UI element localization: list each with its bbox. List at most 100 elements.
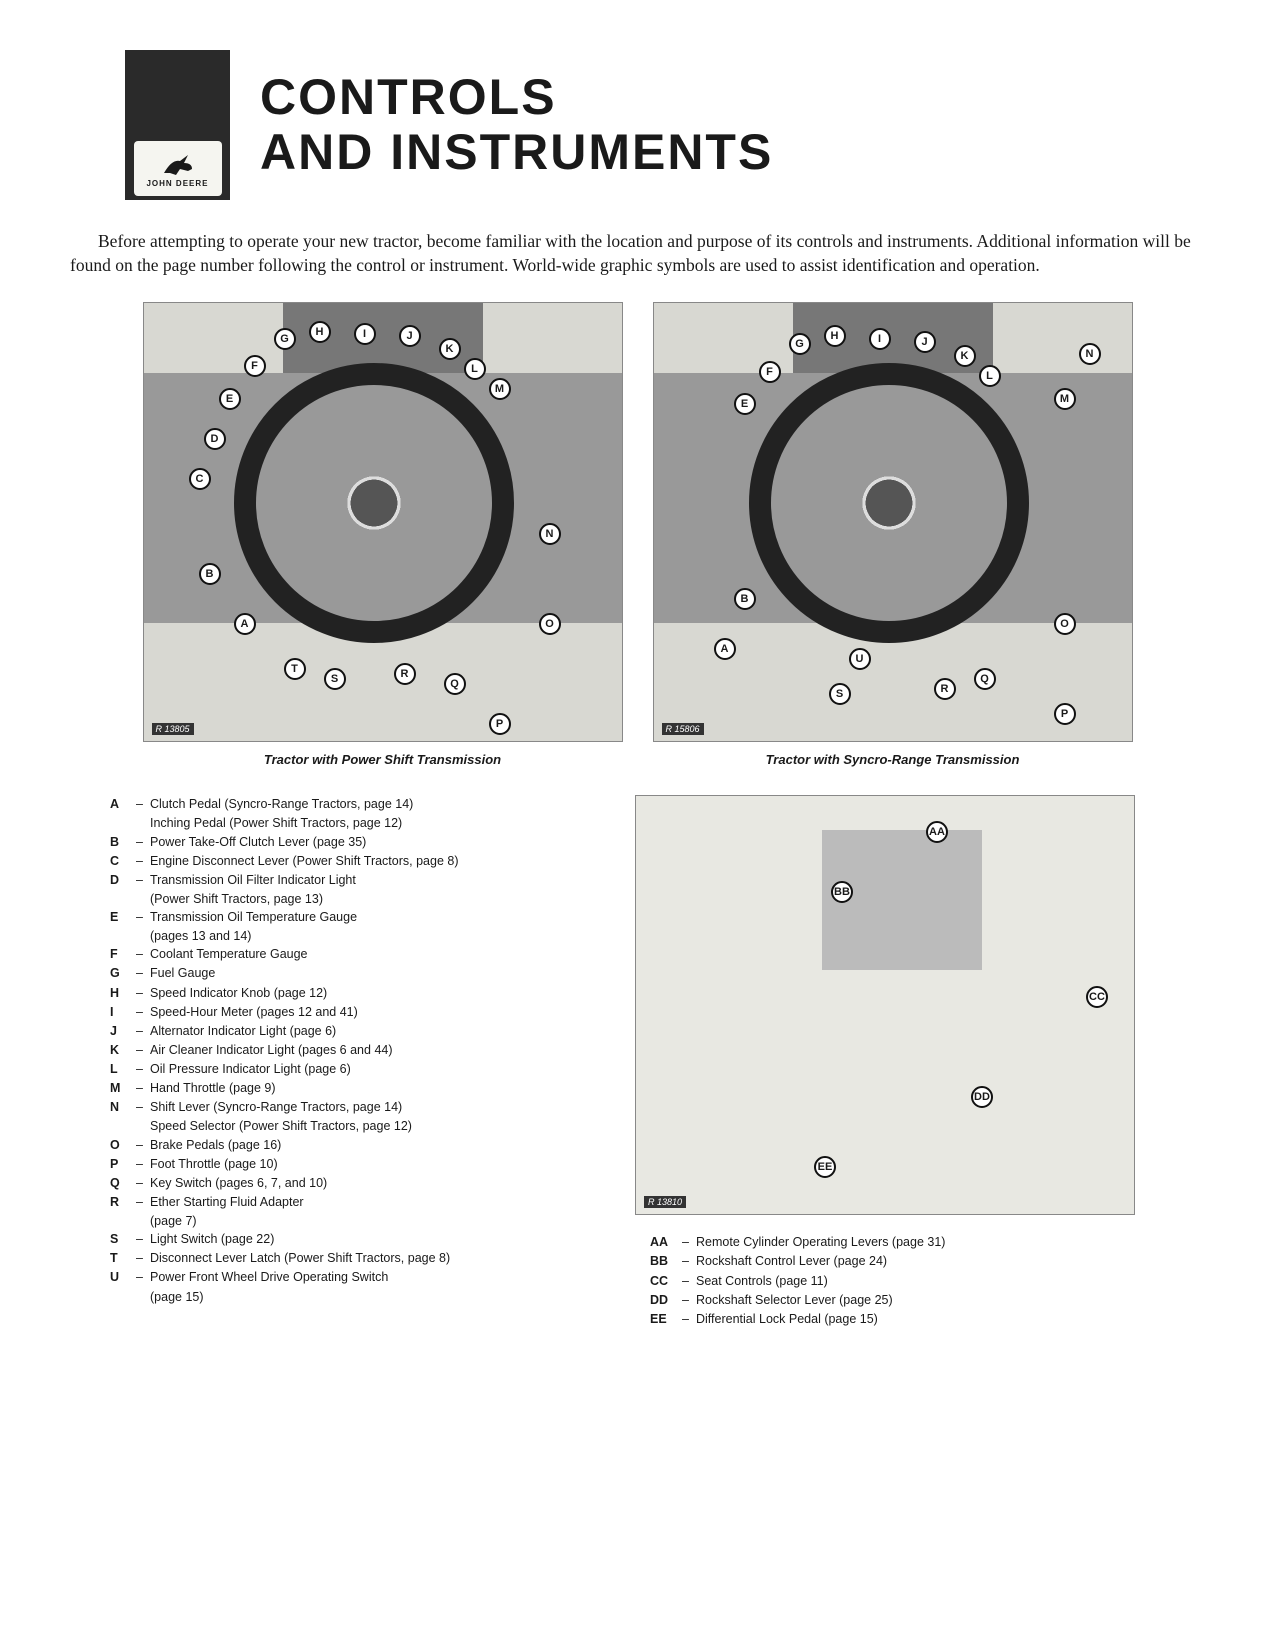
legend-text: Coolant Temperature Gauge xyxy=(150,945,590,963)
legend-item: R–Ether Starting Fluid Adapter xyxy=(110,1193,590,1211)
legend-subtext: (page 7) xyxy=(110,1212,590,1230)
legend-item: Q–Key Switch (pages 6, 7, and 10) xyxy=(110,1174,590,1192)
callout-R: R xyxy=(934,678,956,700)
legend-key: Q xyxy=(110,1174,136,1192)
legend-item: AA–Remote Cylinder Operating Levers (pag… xyxy=(650,1233,1150,1251)
legend-key: O xyxy=(110,1136,136,1154)
legend-text: Key Switch (pages 6, 7, and 10) xyxy=(150,1174,590,1192)
callout-O: O xyxy=(1054,613,1076,635)
legend-key: G xyxy=(110,964,136,982)
callout-E: E xyxy=(219,388,241,410)
legend-key: K xyxy=(110,1041,136,1059)
callout-N: N xyxy=(539,523,561,545)
legend-key: R xyxy=(110,1193,136,1211)
figure-id-1: R 13805 xyxy=(152,723,194,735)
legend-text: Ether Starting Fluid Adapter xyxy=(150,1193,590,1211)
legend-item: B–Power Take-Off Clutch Lever (page 35) xyxy=(110,833,590,851)
legend-key: H xyxy=(110,984,136,1002)
legend-item: C–Engine Disconnect Lever (Power Shift T… xyxy=(110,852,590,870)
figure-caption-2: Tractor with Syncro-Range Transmission xyxy=(766,752,1020,767)
legend-right-list: AA–Remote Cylinder Operating Levers (pag… xyxy=(650,1233,1150,1328)
legend-item: U–Power Front Wheel Drive Operating Swit… xyxy=(110,1268,590,1286)
legend-key: CC xyxy=(650,1272,682,1290)
callout-H: H xyxy=(309,321,331,343)
legend-item: BB–Rockshaft Control Lever (page 24) xyxy=(650,1252,1150,1270)
callout-Q: Q xyxy=(974,668,996,690)
brand-text: JOHN DEERE xyxy=(146,179,208,188)
legend-key: BB xyxy=(650,1252,682,1270)
legend-text: Clutch Pedal (Syncro-Range Tractors, pag… xyxy=(150,795,590,813)
legend-key: C xyxy=(110,852,136,870)
callout-M: M xyxy=(489,378,511,400)
legend-key: J xyxy=(110,1022,136,1040)
legend-item: G–Fuel Gauge xyxy=(110,964,590,982)
callout-U: U xyxy=(849,648,871,670)
legend-item: DD–Rockshaft Selector Lever (page 25) xyxy=(650,1291,1150,1309)
page-title-line1: CONTROLS xyxy=(260,70,773,125)
legend-text: Seat Controls (page 11) xyxy=(696,1272,1150,1290)
callout-B: B xyxy=(199,563,221,585)
legend-item: EE–Differential Lock Pedal (page 15) xyxy=(650,1310,1150,1328)
legend-subtext: (Power Shift Tractors, page 13) xyxy=(110,890,590,908)
legend-key: U xyxy=(110,1268,136,1286)
legend-key: AA xyxy=(650,1233,682,1251)
legend-text: Alternator Indicator Light (page 6) xyxy=(150,1022,590,1040)
legend-key: EE xyxy=(650,1310,682,1328)
callout-C: C xyxy=(189,468,211,490)
callout-L: L xyxy=(979,365,1001,387)
callout-Q: Q xyxy=(444,673,466,695)
callout-E: E xyxy=(734,393,756,415)
legend-text: Oil Pressure Indicator Light (page 6) xyxy=(150,1060,590,1078)
legend-item: T–Disconnect Lever Latch (Power Shift Tr… xyxy=(110,1249,590,1267)
legend-text: Light Switch (page 22) xyxy=(150,1230,590,1248)
legend-key: DD xyxy=(650,1291,682,1309)
legend-subtext: (pages 13 and 14) xyxy=(110,927,590,945)
legend-item: D–Transmission Oil Filter Indicator Ligh… xyxy=(110,871,590,889)
callout-P: P xyxy=(489,713,511,735)
callout-K: K xyxy=(439,338,461,360)
legend-key: S xyxy=(110,1230,136,1248)
legend-text: Remote Cylinder Operating Levers (page 3… xyxy=(696,1233,1150,1251)
figure-id-2: R 15806 xyxy=(662,723,704,735)
legend-text: Shift Lever (Syncro-Range Tractors, page… xyxy=(150,1098,590,1116)
brand-logo-box: JOHN DEERE xyxy=(125,50,230,200)
callout-S: S xyxy=(324,668,346,690)
legend-subtext: Speed Selector (Power Shift Tractors, pa… xyxy=(110,1117,590,1135)
callout-K: K xyxy=(954,345,976,367)
legend-item: S–Light Switch (page 22) xyxy=(110,1230,590,1248)
callout-A: A xyxy=(234,613,256,635)
legend-item: K–Air Cleaner Indicator Light (pages 6 a… xyxy=(110,1041,590,1059)
callout-H: H xyxy=(824,325,846,347)
legend-text: Rockshaft Control Lever (page 24) xyxy=(696,1252,1150,1270)
callout-N: N xyxy=(1079,343,1101,365)
callout-J: J xyxy=(399,325,421,347)
callout-D: D xyxy=(204,428,226,450)
intro-paragraph: Before attempting to operate your new tr… xyxy=(70,230,1205,277)
callout-B: B xyxy=(734,588,756,610)
callout-I: I xyxy=(869,328,891,350)
callout-R: R xyxy=(394,663,416,685)
legend-item: F–Coolant Temperature Gauge xyxy=(110,945,590,963)
brand-badge: JOHN DEERE xyxy=(134,141,222,196)
legend-text: Speed Indicator Knob (page 12) xyxy=(150,984,590,1002)
legend-text: Transmission Oil Filter Indicator Light xyxy=(150,871,590,889)
legend-item: L–Oil Pressure Indicator Light (page 6) xyxy=(110,1060,590,1078)
legend-key: I xyxy=(110,1003,136,1021)
callout-T: T xyxy=(284,658,306,680)
deer-icon xyxy=(158,149,198,179)
legend-text: Brake Pedals (page 16) xyxy=(150,1136,590,1154)
legend-text: Fuel Gauge xyxy=(150,964,590,982)
callout-S: S xyxy=(829,683,851,705)
legend-text: Engine Disconnect Lever (Power Shift Tra… xyxy=(150,852,590,870)
legend-key: A xyxy=(110,795,136,813)
legend-key: N xyxy=(110,1098,136,1116)
legend-item: E–Transmission Oil Temperature Gauge xyxy=(110,908,590,926)
legend-key: F xyxy=(110,945,136,963)
legend-text: Power Take-Off Clutch Lever (page 35) xyxy=(150,833,590,851)
legend-main-list: A–Clutch Pedal (Syncro-Range Tractors, p… xyxy=(110,795,590,1305)
legend-text: Differential Lock Pedal (page 15) xyxy=(696,1310,1150,1328)
legend-key: L xyxy=(110,1060,136,1078)
legend-item: P–Foot Throttle (page 10) xyxy=(110,1155,590,1173)
legend-text: Air Cleaner Indicator Light (pages 6 and… xyxy=(150,1041,590,1059)
legend-key: B xyxy=(110,833,136,851)
